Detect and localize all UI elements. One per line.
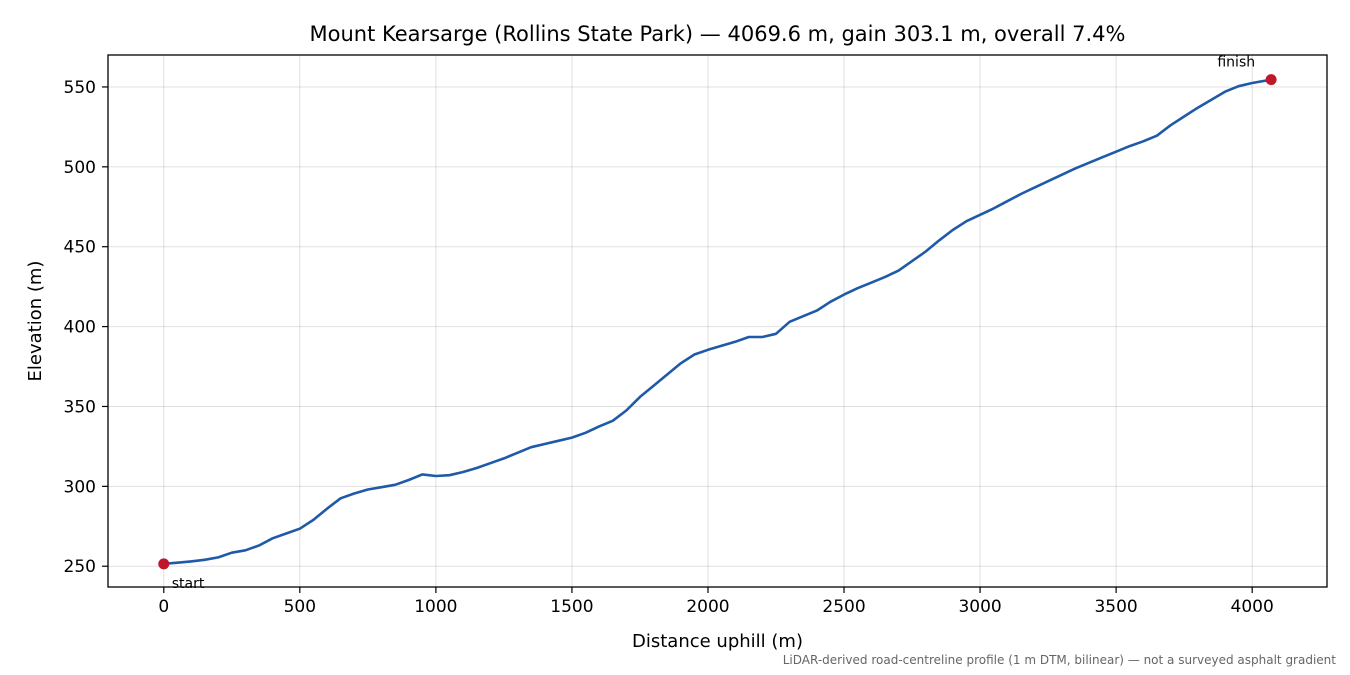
- y-tick-label: 500: [64, 158, 96, 178]
- x-tick-label: 4000: [1231, 597, 1274, 617]
- footnote: LiDAR-derived road-centreline profile (1…: [783, 653, 1337, 667]
- chart-title: Mount Kearsarge (Rollins State Park) — 4…: [310, 22, 1126, 46]
- y-tick-label: 250: [64, 557, 96, 577]
- grid: [108, 55, 1327, 587]
- x-tick-label: 3500: [1094, 597, 1137, 617]
- x-axis-label: Distance uphill (m): [632, 631, 803, 652]
- start-label: start: [172, 576, 205, 592]
- plot-area: start finish: [158, 55, 1277, 592]
- x-tick-label: 0: [158, 597, 169, 617]
- y-tick-label: 300: [64, 477, 96, 497]
- x-tick-label: 500: [284, 597, 316, 617]
- y-tick-label: 350: [64, 397, 96, 417]
- x-tick-label: 2000: [686, 597, 729, 617]
- x-tick-label: 3000: [958, 597, 1001, 617]
- finish-label: finish: [1217, 55, 1255, 71]
- x-tick-label: 1500: [550, 597, 593, 617]
- y-tick-label: 450: [64, 238, 96, 258]
- x-tick-label: 2500: [822, 597, 865, 617]
- y-tick-label: 400: [64, 318, 96, 338]
- y-axis-label: Elevation (m): [25, 261, 46, 382]
- x-tick-label: 1000: [414, 597, 457, 617]
- y-tick-label: 550: [64, 78, 96, 98]
- start-marker: [158, 558, 170, 570]
- finish-marker: [1265, 74, 1277, 86]
- axis-ticks: 0 500 1000 1500 2000 2500 3000 3500 4000 250 300 35…: [64, 78, 1274, 617]
- plot-frame: [107, 54, 1328, 588]
- elevation-series-line: [162, 78, 1273, 566]
